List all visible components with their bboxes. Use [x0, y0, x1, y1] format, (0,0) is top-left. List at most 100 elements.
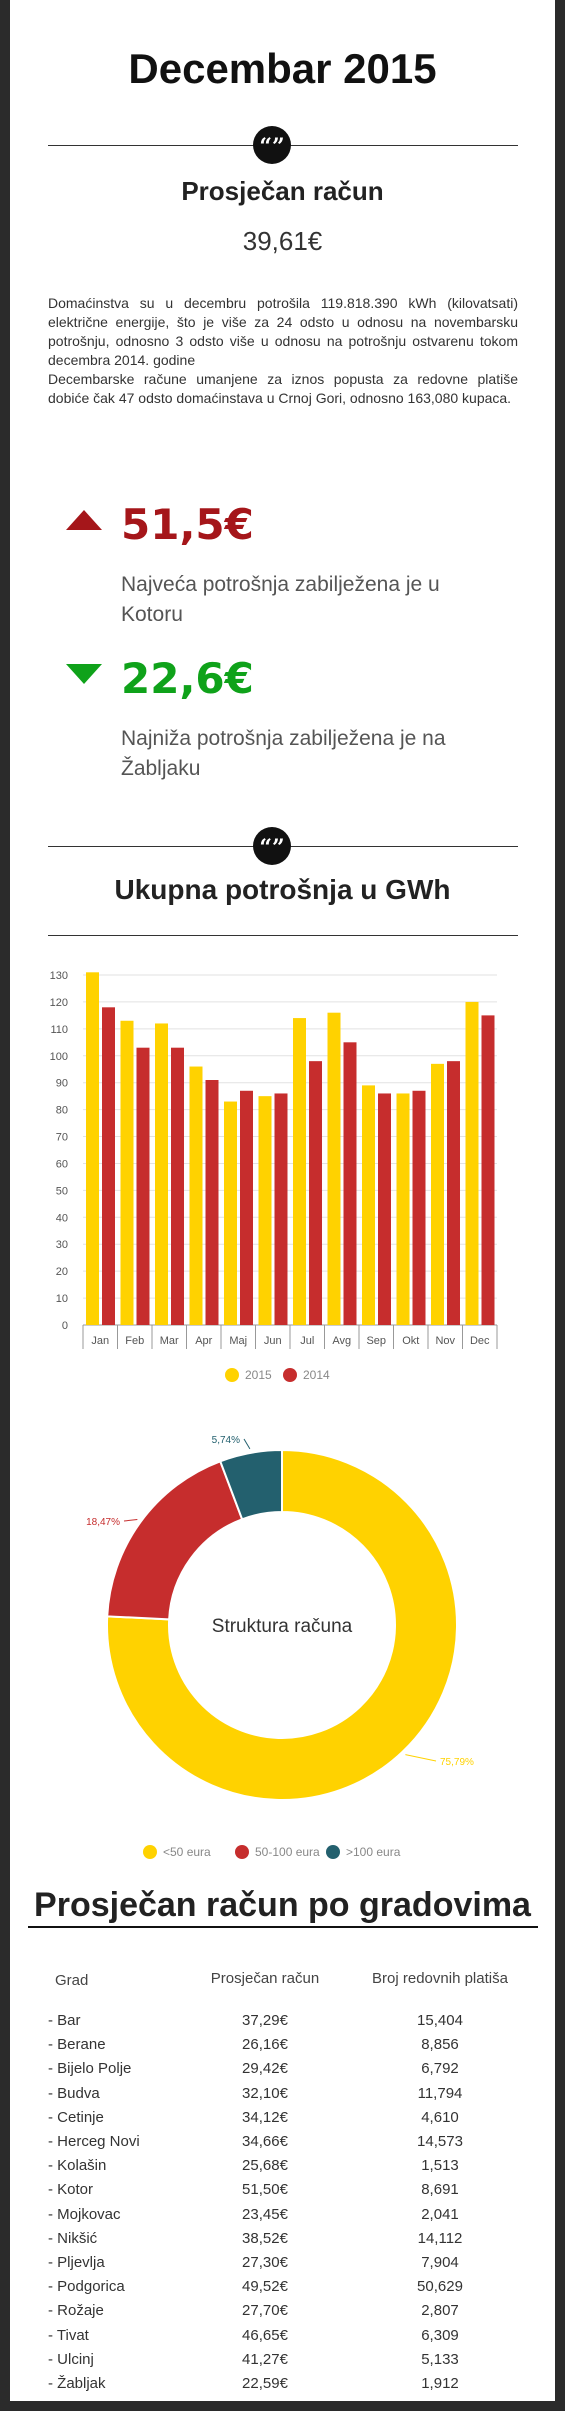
- cell-payers: 2,807: [421, 2302, 459, 2320]
- x-tick-label: Sep: [366, 1335, 386, 1347]
- cell-average: 38,52€: [242, 2229, 288, 2247]
- cell-average: 46,65€: [242, 2326, 288, 2344]
- cell-average: 23,45€: [242, 2205, 288, 2223]
- divider: [28, 1926, 538, 1928]
- cell-payers: 6,309: [421, 2326, 459, 2344]
- legend-label-2014: 2014: [303, 1368, 330, 1382]
- donut-center-title: Struktura računa: [212, 1616, 353, 1637]
- cell-average: 27,70€: [242, 2302, 288, 2320]
- bar-2015-Okt: [396, 1093, 410, 1325]
- bar-2014-Dec: [481, 1015, 495, 1325]
- y-tick-label: 130: [50, 970, 68, 982]
- y-tick-label: 110: [50, 1024, 68, 1036]
- cell-payers: 11,794: [417, 2084, 463, 2102]
- donut-chart: 75,79% 18,47% 5,74% Struktura računa <50 eur…: [86, 1435, 474, 1859]
- legend-dot-2015: [225, 1368, 239, 1382]
- bar-2015-Apr: [189, 1066, 203, 1325]
- highest-value: 51,5€: [121, 500, 254, 549]
- cell-city: - Pljevlja: [48, 2254, 105, 2271]
- page-title: Decembar 2015: [128, 45, 437, 92]
- cell-city: - Kolašin: [48, 2157, 107, 2175]
- cell-city: - Cetinje: [48, 2108, 104, 2126]
- y-tick-label: 20: [56, 1266, 68, 1278]
- cell-city: - Podgorica: [48, 2278, 125, 2296]
- bar-2015-Dec: [465, 1001, 479, 1325]
- bar-2014-Jul: [309, 1061, 322, 1325]
- average-bill-value: 39,61€: [242, 226, 323, 256]
- slice-2: [218, 1448, 283, 1521]
- bar-2015-Feb: [120, 1020, 134, 1325]
- cell-payers: 8,856: [421, 2036, 459, 2054]
- bar-2015-Mar: [155, 1023, 168, 1325]
- x-tick-label: Maj: [229, 1335, 247, 1347]
- cell-average: 37,29€: [242, 2012, 288, 2029]
- bar-chart: 0 10 20 30 40 50 60 70 80 90 100 110 120 130 Jan Feb Mar…: [50, 970, 498, 1382]
- bar-2014-Mar: [171, 1047, 184, 1325]
- slice-1: [106, 1459, 244, 1621]
- header-city: Grad: [55, 1972, 89, 1989]
- lowest-value: 22,6€: [121, 654, 254, 703]
- slice-label: 5,74%: [212, 1435, 240, 1446]
- slice-connector: [123, 1519, 138, 1522]
- cell-average: 27,30€: [242, 2254, 288, 2271]
- quote-icon: “”: [253, 126, 291, 164]
- legend-dot-2014: [283, 1368, 297, 1382]
- highest-note: Najveća potrošnja zabilježena je u Kotor…: [121, 573, 440, 626]
- cell-city: - Berane: [48, 2036, 106, 2054]
- summary-text-1: Domaćinstva su u decembru potrošila 119.…: [48, 295, 518, 368]
- x-tick-label: Feb: [125, 1335, 144, 1347]
- y-tick-label: 10: [56, 1293, 68, 1305]
- x-tick-label: Jun: [264, 1335, 282, 1347]
- cell-average: 41,27€: [242, 2350, 288, 2368]
- bar-2014-Jan: [102, 1007, 115, 1325]
- cell-city: - Ulcinj: [48, 2350, 94, 2368]
- divider: [48, 935, 518, 936]
- consumption-title: Ukupna potrošnja u GWh: [114, 874, 451, 905]
- cell-city: - Budva: [48, 2084, 100, 2102]
- cell-average: 22,59€: [242, 2375, 288, 2392]
- y-tick-label: 60: [56, 1158, 68, 1170]
- header-average: Prosječan račun: [210, 1970, 320, 1987]
- cell-payers: 8,691: [421, 2181, 459, 2199]
- cell-payers: 15,404: [417, 2012, 463, 2029]
- x-tick-label: Jan: [91, 1335, 109, 1347]
- x-tick-label: Apr: [195, 1335, 212, 1347]
- legend-dot: [326, 1845, 340, 1859]
- bar-2014-Jun: [274, 1093, 288, 1325]
- bar-2014-Feb: [136, 1047, 150, 1325]
- cell-average: 25,68€: [242, 2157, 288, 2175]
- cell-city: - Mojkovac: [48, 2205, 121, 2223]
- y-tick-label: 30: [56, 1239, 68, 1251]
- cell-payers: 50,629: [417, 2278, 463, 2296]
- bar-2015-Maj: [224, 1101, 237, 1325]
- cell-average: 32,10€: [242, 2084, 288, 2102]
- bar-2014-Nov: [447, 1061, 460, 1325]
- cell-city: - Bar: [48, 2012, 81, 2029]
- bar-2015-Nov: [431, 1063, 444, 1325]
- y-tick-label: 70: [56, 1132, 68, 1144]
- cell-city: - Bijelo Polje: [48, 2060, 132, 2078]
- cell-average: 34,12€: [242, 2108, 288, 2126]
- quote-icon: “”: [253, 827, 291, 865]
- cell-average: 29,42€: [242, 2060, 288, 2078]
- legend-label: 50-100 eura: [255, 1845, 320, 1859]
- bar-2014-Avg: [343, 1042, 357, 1325]
- legend-label-2015: 2015: [245, 1368, 272, 1382]
- cell-average: 26,16€: [242, 2036, 288, 2054]
- y-tick-label: 50: [56, 1185, 68, 1197]
- cell-payers: 4,610: [421, 2108, 459, 2126]
- cell-payers: 5,133: [421, 2350, 459, 2368]
- x-tick-label: Avg: [332, 1335, 351, 1347]
- slice-label: 18,47%: [86, 1517, 120, 1528]
- y-tick-label: 40: [56, 1212, 68, 1224]
- bar-2015-Sep: [362, 1085, 375, 1325]
- bar-2015-Jul: [293, 1018, 306, 1325]
- bar-2014-Apr: [205, 1080, 219, 1325]
- cell-city: - Žabljak: [48, 2375, 106, 2392]
- slice-connector: [243, 1438, 251, 1450]
- summary-text-2: Decembarske račune umanjene za iznos pop…: [48, 371, 518, 406]
- bar-2015-Jun: [258, 1096, 272, 1325]
- slice-label: 75,79%: [440, 1757, 474, 1768]
- summary-paragraph: Domaćinstva su u decembru potrošila 119.…: [48, 294, 518, 408]
- cell-payers: 14,112: [417, 2229, 463, 2247]
